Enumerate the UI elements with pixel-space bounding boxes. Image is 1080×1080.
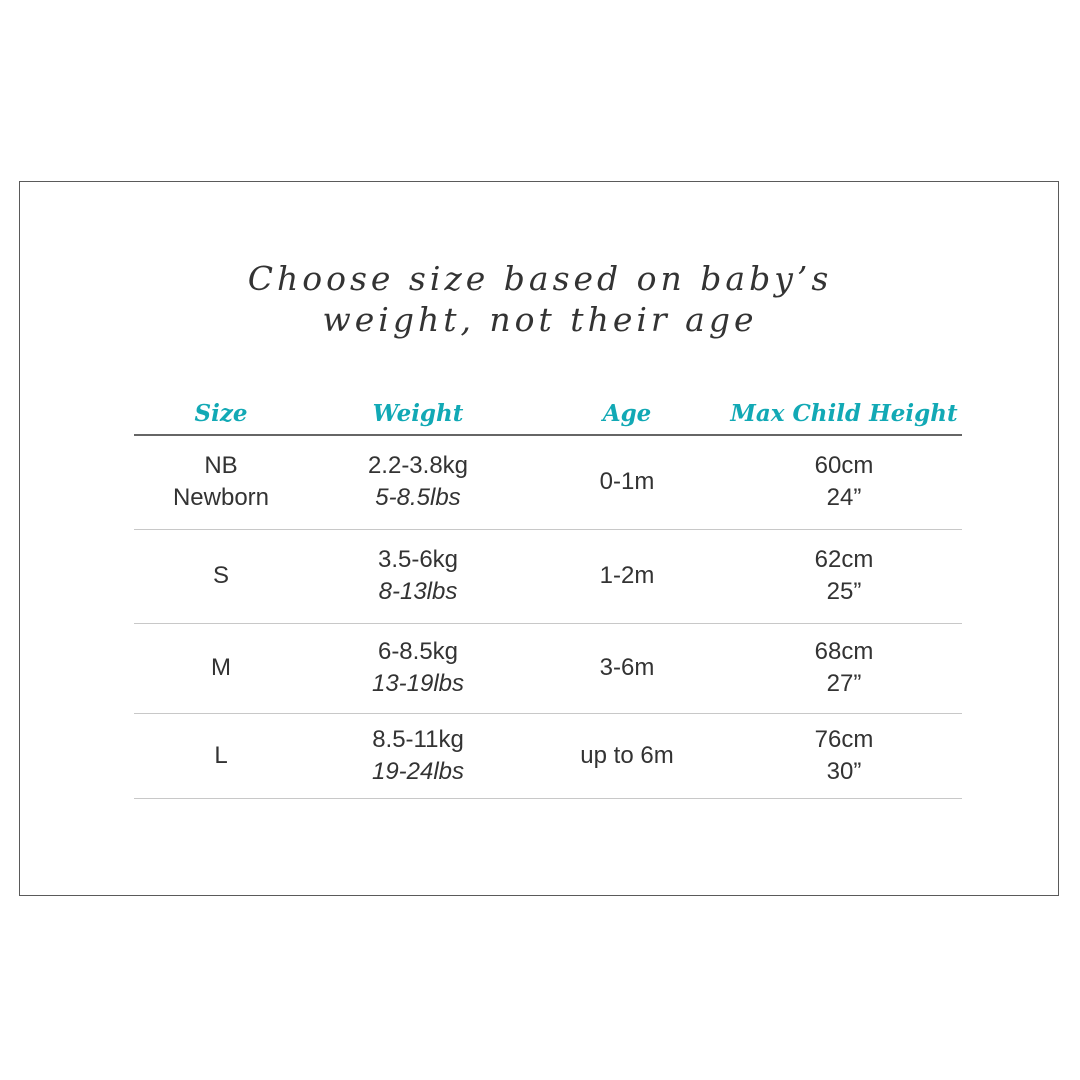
size-chart-frame bbox=[19, 181, 1059, 896]
size-cell: NB Newborn bbox=[134, 435, 308, 530]
table-header-row: Size Weight Age Max Child Height bbox=[134, 392, 962, 436]
size-cell: L bbox=[134, 713, 308, 799]
table-row: NB Newborn 2.2-3.8kg 5-8.5lbs 0-1m 60cm 24” bbox=[134, 435, 962, 530]
size-cell: S bbox=[134, 529, 308, 624]
header-size: Size bbox=[134, 392, 308, 436]
weight-cell-weight-kg: 8.5-11kg bbox=[372, 725, 464, 753]
size-cell-size: L bbox=[214, 741, 228, 769]
header-age: Age bbox=[528, 392, 726, 436]
weight-cell-weight-kg: 2.2-3.8kg bbox=[367, 452, 469, 480]
weight-cell-weight-lbs: 5-8.5lbs bbox=[375, 484, 461, 512]
table-row: M 6-8.5kg 13-19lbs 3-6m 68cm 27” bbox=[134, 623, 962, 714]
age-cell-age: 1-2m bbox=[599, 562, 655, 589]
height-cell-height-cm: 60cm bbox=[814, 452, 874, 480]
weight-cell: 2.2-3.8kg 5-8.5lbs bbox=[308, 435, 528, 530]
weight-cell-weight-kg: 6-8.5kg bbox=[377, 638, 459, 665]
height-cell-height-in: 27” bbox=[826, 670, 862, 697]
size-cell: M bbox=[134, 623, 308, 714]
age-cell: 1-2m bbox=[528, 529, 726, 624]
height-cell: 60cm 24” bbox=[726, 435, 962, 530]
size-cell-size-sub: Newborn bbox=[172, 484, 270, 512]
age-cell-age: up to 6m bbox=[580, 741, 674, 769]
weight-cell: 8.5-11kg 19-24lbs bbox=[308, 713, 528, 799]
height-cell: 68cm 27” bbox=[726, 623, 962, 714]
height-cell: 76cm 30” bbox=[726, 713, 962, 799]
height-cell-height-cm: 76cm bbox=[814, 725, 874, 753]
weight-cell: 3.5-6kg 8-13lbs bbox=[308, 529, 528, 624]
age-cell-age: 3-6m bbox=[599, 654, 655, 681]
height-cell-height-cm: 68cm bbox=[814, 638, 874, 665]
age-cell: 3-6m bbox=[528, 623, 726, 714]
title-line-1: Choose size based on baby’s bbox=[247, 259, 833, 298]
size-chart-title: Choose size based on baby’s weight, not … bbox=[0, 258, 1080, 340]
height-cell-height-in: 25” bbox=[826, 578, 862, 605]
height-cell-height-in: 30” bbox=[826, 757, 862, 785]
weight-cell: 6-8.5kg 13-19lbs bbox=[308, 623, 528, 714]
size-cell-size: S bbox=[212, 562, 229, 589]
height-cell: 62cm 25” bbox=[726, 529, 962, 624]
header-weight: Weight bbox=[308, 392, 528, 436]
size-cell-size: M bbox=[211, 654, 231, 681]
age-cell: 0-1m bbox=[528, 435, 726, 530]
weight-cell-weight-lbs: 13-19lbs bbox=[371, 670, 465, 697]
height-cell-height-cm: 62cm bbox=[814, 546, 874, 573]
table-row: L 8.5-11kg 19-24lbs up to 6m 76cm 30” bbox=[134, 713, 962, 799]
age-cell-age: 0-1m bbox=[599, 468, 655, 496]
weight-cell-weight-lbs: 8-13lbs bbox=[378, 578, 458, 605]
weight-cell-weight-lbs: 19-24lbs bbox=[371, 757, 465, 785]
title-line-2: weight, not their age bbox=[322, 300, 758, 339]
age-cell: up to 6m bbox=[528, 713, 726, 799]
header-max-height: Max Child Height bbox=[726, 392, 962, 436]
weight-cell-weight-kg: 3.5-6kg bbox=[377, 546, 459, 573]
table-row: S 3.5-6kg 8-13lbs 1-2m 62cm 25” bbox=[134, 529, 962, 624]
size-table: Size Weight Age Max Child Height NB Newbo… bbox=[134, 392, 962, 799]
size-cell-size: NB bbox=[204, 452, 238, 480]
height-cell-height-in: 24” bbox=[826, 484, 862, 512]
